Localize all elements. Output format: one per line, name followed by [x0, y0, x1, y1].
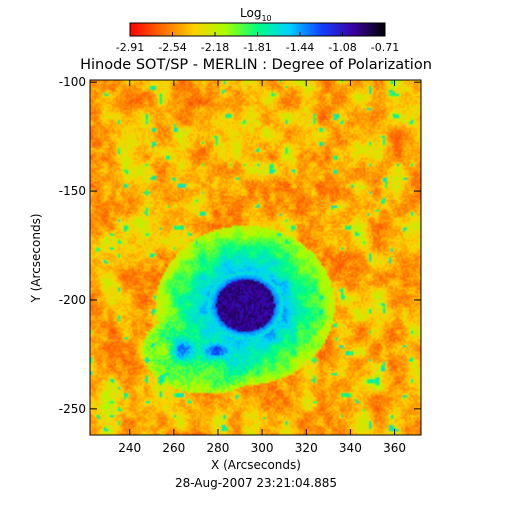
x-tick-label: 260 [162, 441, 185, 455]
y-tick-label: -100 [59, 75, 86, 89]
x-tick-label: 340 [339, 441, 362, 455]
y-tick-label: -200 [59, 293, 86, 307]
colorbar-tick-label: -1.08 [328, 41, 356, 54]
x-axis: 240 260 280 300 320 340 360 [118, 80, 406, 455]
x-tick-label: 360 [383, 441, 406, 455]
colorbar-label: Log10 [240, 6, 272, 23]
colorbar-tick-label: -2.18 [201, 41, 229, 54]
x-tick-label: 320 [295, 441, 318, 455]
chart-title: Hinode SOT/SP - MERLIN : Degree of Polar… [80, 57, 432, 73]
y-axis: -100 -150 -200 -250 [59, 75, 421, 416]
heatmap-image [90, 80, 421, 435]
y-axis-label: Y (Arcseconds) [29, 213, 43, 303]
colorbar-tick-label: -1.44 [286, 41, 314, 54]
x-tick-label: 300 [251, 441, 274, 455]
observation-timestamp: 28-Aug-2007 23:21:04.885 [175, 476, 337, 490]
colorbar-tick-label: -0.71 [371, 41, 399, 54]
colorbar-tick-label: -1.81 [243, 41, 271, 54]
x-axis-label: X (Arcseconds) [211, 458, 301, 472]
colorbar-ticks: -2.91 -2.54 -2.18 -1.81 -1.44 -1.08 -0.71 [116, 32, 399, 54]
colorbar-tick-label: -2.91 [116, 41, 144, 54]
plot-frame [89, 79, 422, 436]
y-tick-label: -150 [59, 184, 86, 198]
x-tick-label: 240 [118, 441, 141, 455]
x-tick-label: 280 [207, 441, 230, 455]
y-tick-label: -250 [59, 402, 86, 416]
colorbar-tick-label: -2.54 [158, 41, 186, 54]
